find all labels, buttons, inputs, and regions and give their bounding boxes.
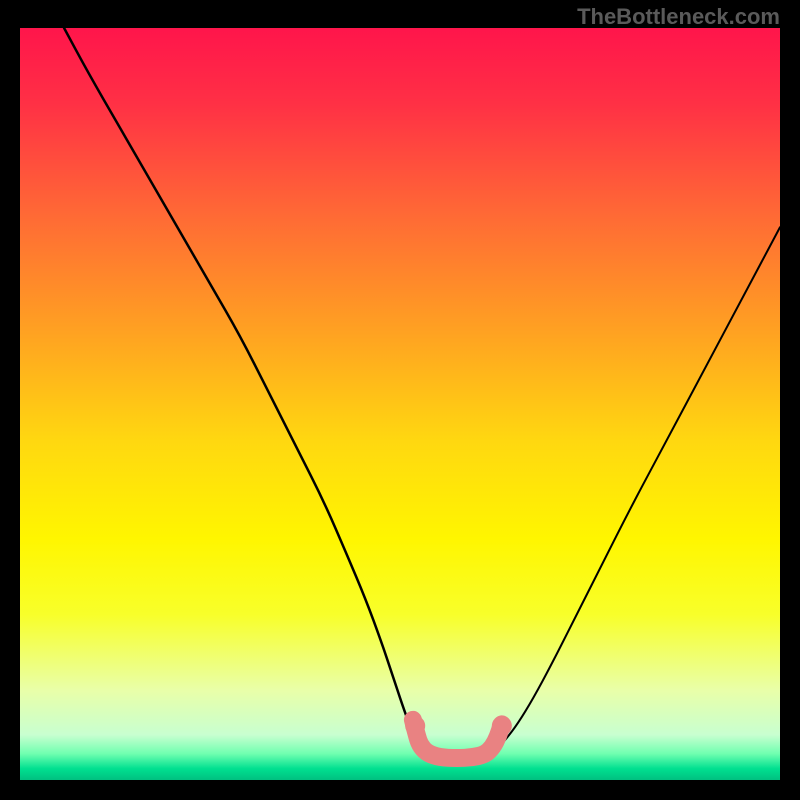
pink-dot-left	[405, 716, 425, 736]
watermark-text: TheBottleneck.com	[577, 4, 780, 30]
gradient-background	[20, 28, 780, 780]
pink-dot-right	[492, 716, 512, 736]
chart-svg	[20, 28, 780, 780]
chart-frame: TheBottleneck.com	[0, 0, 800, 800]
plot-area	[20, 28, 780, 780]
